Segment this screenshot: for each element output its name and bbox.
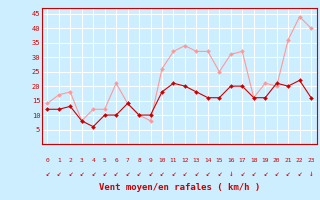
Text: ↙: ↙	[79, 169, 84, 178]
Text: ↙: ↙	[171, 169, 176, 178]
Text: Vent moyen/en rafales ( km/h ): Vent moyen/en rafales ( km/h )	[99, 183, 260, 192]
Text: ↙: ↙	[45, 169, 50, 178]
Text: ↙: ↙	[217, 169, 222, 178]
Text: ↓: ↓	[309, 169, 313, 178]
Text: ↙: ↙	[263, 169, 268, 178]
Text: ↙: ↙	[194, 169, 199, 178]
Text: ↙: ↙	[286, 169, 291, 178]
Text: ↙: ↙	[160, 169, 164, 178]
Text: ↙: ↙	[114, 169, 118, 178]
Text: ↙: ↙	[297, 169, 302, 178]
Text: ↙: ↙	[205, 169, 210, 178]
Text: ↙: ↙	[91, 169, 95, 178]
Text: ↓: ↓	[228, 169, 233, 178]
Text: ↙: ↙	[137, 169, 141, 178]
Text: ↙: ↙	[125, 169, 130, 178]
Text: ↙: ↙	[252, 169, 256, 178]
Text: ↙: ↙	[68, 169, 73, 178]
Text: ↙: ↙	[240, 169, 244, 178]
Text: ↙: ↙	[274, 169, 279, 178]
Text: ↙: ↙	[183, 169, 187, 178]
Text: ↙: ↙	[102, 169, 107, 178]
Text: ↙: ↙	[57, 169, 61, 178]
Text: ↙: ↙	[148, 169, 153, 178]
